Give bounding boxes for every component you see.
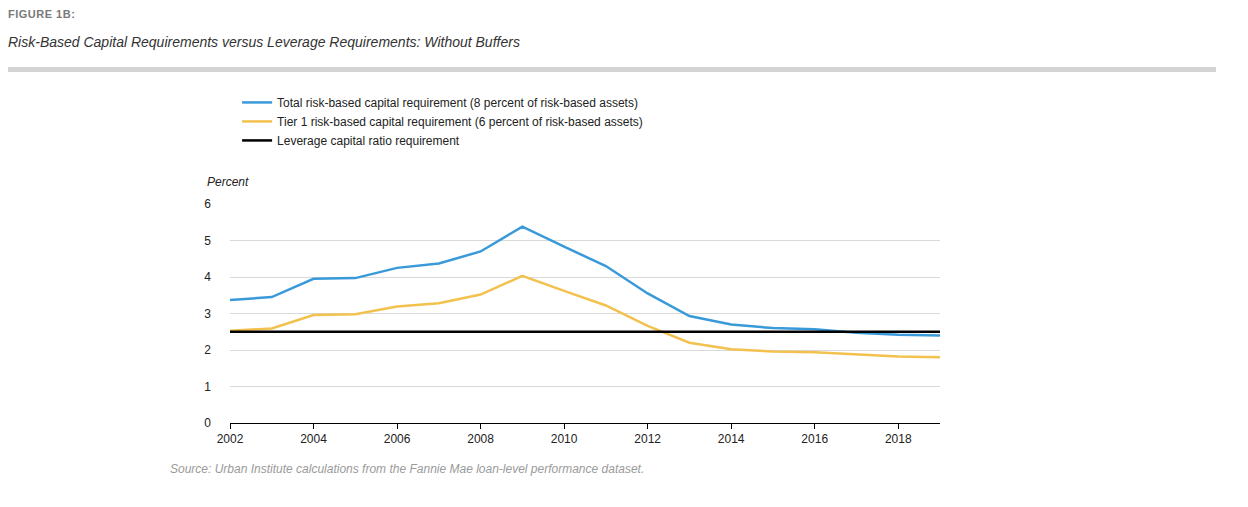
html-text:Source: Urban Institute calcul: Source: Urban Institute calculations fro… [170,462,645,476]
svg-text:2012: 2012 [634,432,661,446]
svg-text:0: 0 [204,416,211,430]
svg-text:2004: 2004 [300,432,327,446]
svg-text:Percent: Percent [207,175,249,189]
svg-text:5: 5 [204,234,211,248]
svg-text:Tier 1 risk-based capital requ: Tier 1 risk-based capital requirement (6… [277,115,643,129]
svg-text:1: 1 [204,380,211,394]
svg-text:2016: 2016 [801,432,828,446]
svg-text:2: 2 [204,343,211,357]
svg-text:2014: 2014 [718,432,745,446]
svg-text:3: 3 [204,307,211,321]
svg-text:2002: 2002 [217,432,244,446]
svg-text:Total risk-based capital requi: Total risk-based capital requirement (8 … [277,96,638,110]
svg-text:2010: 2010 [551,432,578,446]
html-text:Risk-Based Capital Requirement: Risk-Based Capital Requirements versus L… [8,34,520,50]
svg-text:Leverage capital ratio require: Leverage capital ratio requirement [277,134,460,148]
svg-text:2008: 2008 [467,432,494,446]
svg-text:4: 4 [204,270,211,284]
svg-text:2018: 2018 [885,432,912,446]
svg-text:2006: 2006 [384,432,411,446]
html-text:FIGURE 1B:: FIGURE 1B: [8,8,76,20]
svg-text:6: 6 [204,197,211,211]
